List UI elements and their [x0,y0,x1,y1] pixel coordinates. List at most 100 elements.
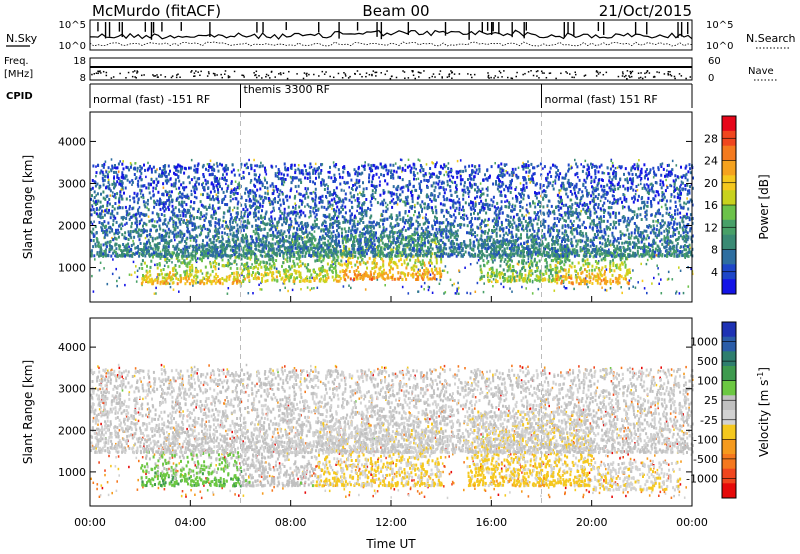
scatter-cell [118,231,121,234]
scatter-cell [345,260,347,263]
range-gate-cell [542,273,545,276]
range-gate-cell [265,261,268,265]
scatter-cell [260,281,262,285]
scatter-cell [98,208,100,212]
range-gate-cell [357,273,360,277]
range-gate-cell [403,261,406,265]
range-gate-cell [353,244,356,247]
range-gate-cell [549,263,552,267]
range-gate-cell [165,260,168,264]
nave-dot [265,75,267,78]
range-gate-cell [635,173,637,177]
range-gate-cell [146,264,148,268]
nave-dot [100,72,102,74]
range-gate-cell [519,205,522,208]
range-gate-cell [594,275,597,279]
range-gate-cell [340,188,343,192]
range-gate-cell [520,261,523,265]
range-gate-cell [96,239,99,243]
range-gate-cell [430,261,433,265]
range-gate-cell [296,247,299,250]
range-gate-cell [142,224,144,228]
scatter-cell [445,188,447,191]
range-gate-cell [554,270,557,274]
range-gate-cell [373,259,376,263]
range-gate-cell [191,257,194,261]
range-gate-cell [329,235,332,239]
range-gate-cell [216,248,219,252]
nave-dot [375,75,377,77]
range-gate-cell [289,243,292,247]
range-gate-cell [153,243,156,247]
scatter-cell [423,281,426,285]
range-gate-cell [145,223,148,227]
range-gate-cell [544,265,547,269]
range-gate-cell [430,277,433,281]
range-gate-cell [627,244,630,248]
range-gate-cell [391,267,394,271]
range-gate-cell [554,279,557,283]
range-gate-cell [319,279,322,283]
range-gate-cell [589,276,592,280]
range-gate-cell [265,243,268,247]
range-gate-cell [591,272,594,276]
nave-dot [669,73,672,76]
range-gate-cell [608,242,611,246]
scatter-cell [646,183,648,186]
range-gate-cell [216,195,219,199]
range-gate-cell [463,184,466,188]
range-gate-cell [286,259,289,263]
range-gate-cell [200,280,203,284]
scatter-cell [108,170,110,174]
range-gate-cell [144,168,146,172]
nave-dot [631,70,634,73]
range-gate-cell [543,246,545,250]
range-gate-cell [275,275,278,279]
range-gate-cell [612,164,615,168]
scatter-cell [685,245,687,248]
range-gate-cell [364,270,367,274]
range-gate-cell [424,244,427,248]
range-gate-cell [464,250,467,254]
range-gate-cell [306,176,309,180]
range-gate-cell [184,276,187,280]
scatter-cell [291,225,293,228]
range-gate-cell [620,261,623,265]
scatter-cell [311,287,313,290]
nave-dot [227,75,230,77]
scatter-cell [675,290,678,293]
range-gate-cell [466,216,469,220]
range-gate-cell [314,169,317,173]
freq-label: Freq. [4,56,29,67]
range-gate-cell [601,171,604,175]
range-gate-cell [382,254,385,258]
range-gate-cell [388,234,391,237]
range-gate-cell [236,206,239,210]
range-gate-cell [519,192,521,196]
range-gate-cell [257,258,260,262]
range-gate-cell [483,254,486,258]
scatter-cell [523,215,525,219]
range-gate-cell [582,258,585,262]
range-gate-cell [626,248,629,251]
range-gate-cell [613,184,616,188]
scatter-cell [598,237,601,240]
range-gate-cell [156,266,159,270]
scatter-cell [400,158,403,162]
range-gate-cell [266,192,269,196]
range-gate-cell [613,249,615,253]
range-gate-cell [154,278,157,282]
nave-dot [179,76,181,78]
range-gate-cell [249,266,252,269]
range-gate-cell [345,273,348,277]
scatter-cell [394,243,397,246]
sky-tick-bottom: 10^0 [59,41,86,52]
range-gate-cell [412,264,415,268]
scatter-cell [327,185,329,188]
range-gate-cell [526,239,529,243]
nave-dot [389,77,392,80]
scatter-cell [405,202,408,205]
nave-dot [391,75,393,77]
range-gate-cell [530,244,533,248]
range-gate-cell [404,228,407,232]
